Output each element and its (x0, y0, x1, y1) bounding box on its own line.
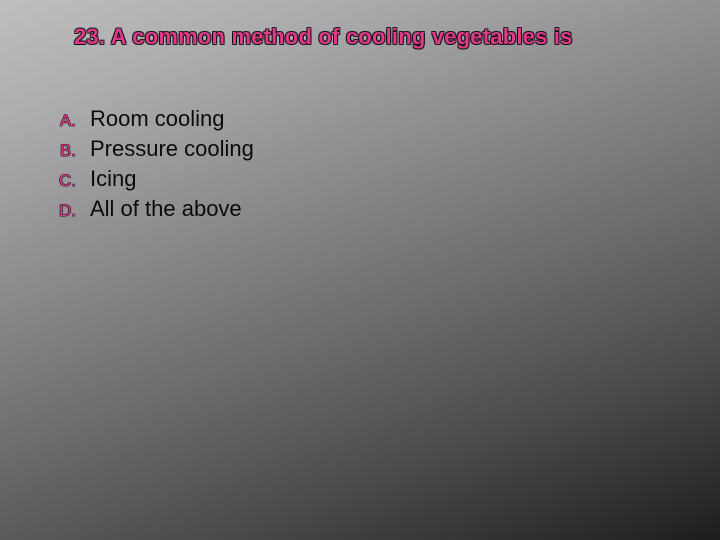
option-letter: D. (38, 201, 90, 221)
option-row: B. Pressure cooling (38, 136, 254, 162)
option-row: C. Icing (38, 166, 254, 192)
question-title: 23. A common method of cooling vegetable… (74, 24, 573, 50)
option-letter: B. (38, 141, 90, 161)
option-row: D. All of the above (38, 196, 254, 222)
option-text: Pressure cooling (90, 136, 254, 162)
option-letter: C. (38, 171, 90, 191)
option-letter: A. (38, 111, 90, 131)
option-text: Room cooling (90, 106, 225, 132)
option-row: A. Room cooling (38, 106, 254, 132)
option-text: All of the above (90, 196, 242, 222)
option-text: Icing (90, 166, 136, 192)
options-list: A. Room cooling B. Pressure cooling C. I… (38, 106, 254, 226)
